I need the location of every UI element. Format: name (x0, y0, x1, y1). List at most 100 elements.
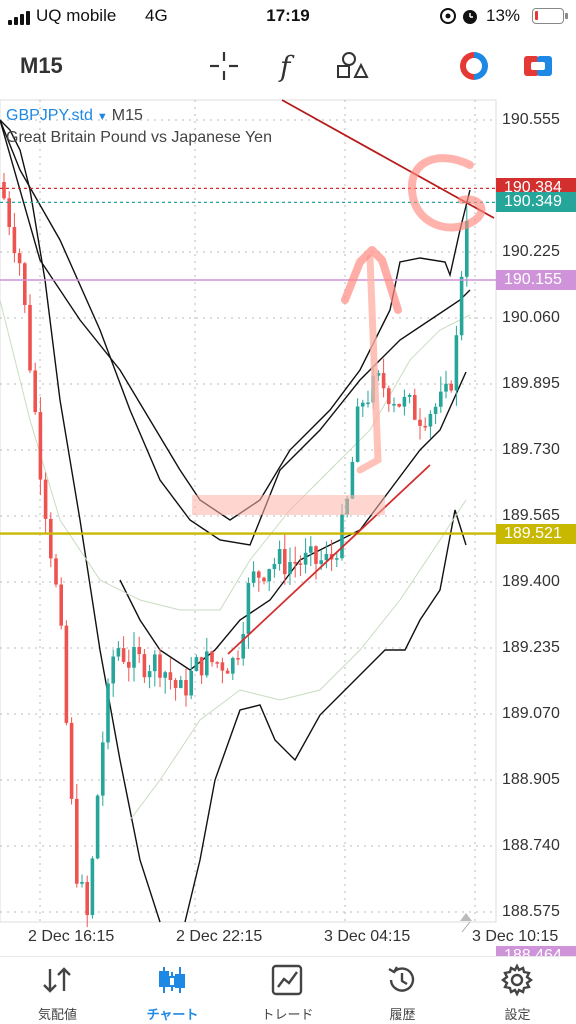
price-tick-label: 189.730 (502, 441, 560, 458)
candle-body (38, 412, 43, 480)
alarm-icon (440, 6, 484, 30)
candle-body (376, 373, 381, 376)
signal-icon (8, 9, 30, 25)
price-tick-label: 189.895 (502, 375, 560, 392)
candle-body (283, 549, 287, 575)
tab-quotes-label: 気配値 (37, 1007, 77, 1022)
band-outer-upper (0, 119, 471, 546)
candle-body (381, 373, 386, 389)
candle-body (199, 657, 204, 676)
candle-body (189, 670, 193, 696)
trendline-support (227, 464, 431, 655)
candle-body (355, 406, 360, 462)
band-mid-2 (129, 499, 467, 821)
highlight-box (192, 495, 385, 515)
candle-body (121, 648, 126, 662)
tab-trade[interactable]: トレード (230, 957, 345, 1024)
history-icon (388, 966, 415, 992)
candle-body (137, 647, 141, 655)
candle-body (33, 370, 37, 413)
clock: 17:19 (266, 6, 310, 25)
candle-body (402, 396, 407, 407)
candle-body (423, 425, 427, 428)
price-tag: 190.155 (496, 270, 576, 290)
arrow-annotation-head (341, 246, 402, 314)
price-tick-label: 190.555 (502, 111, 560, 128)
candle-body (7, 198, 11, 227)
candle-body (459, 276, 464, 336)
status-bar: UQ mobile 4G 17:19 13% (0, 0, 576, 34)
candle-body (309, 546, 313, 553)
shift-marker (461, 921, 471, 933)
candle-body (444, 383, 448, 392)
candle-body (428, 413, 433, 427)
candle-body (366, 402, 370, 405)
candle-body (163, 672, 167, 678)
price-tick-label: 188.905 (502, 771, 560, 788)
candle-body (90, 858, 95, 916)
candle-body (262, 577, 266, 582)
candle-body (142, 654, 147, 678)
candle-body (106, 683, 110, 743)
chart-canvas[interactable] (0, 98, 576, 954)
crosshair-icon[interactable] (206, 48, 242, 84)
band-bottom (184, 509, 467, 923)
price-tag: 190.349 (496, 192, 576, 213)
candle-body (147, 671, 152, 678)
symbol-name[interactable]: GBPJPY.std (6, 107, 93, 124)
candle-body (465, 220, 469, 277)
symbol-dropdown-icon[interactable]: ▼ (96, 111, 108, 123)
price-chart[interactable] (0, 98, 576, 954)
candle-body (303, 552, 308, 565)
circle-annotation (407, 154, 486, 232)
candle-body (350, 461, 355, 499)
candle-body (241, 633, 245, 659)
candle-body (293, 562, 297, 564)
symbol-header[interactable]: GBPJPY.std ▼ M15 (6, 107, 143, 125)
candle-body (298, 563, 303, 565)
candle-body (17, 253, 22, 264)
candle-body (158, 654, 162, 678)
tab-settings-label: 設定 (504, 1007, 531, 1022)
price-tick-label: 190.225 (502, 243, 560, 260)
candle-body (215, 662, 219, 664)
battery-icon (532, 8, 568, 24)
tab-chart[interactable]: チャート (115, 957, 230, 1024)
candle-body (392, 403, 396, 406)
tab-quotes[interactable]: 気配値 (0, 957, 115, 1024)
candle-body (49, 518, 53, 559)
candle-body (236, 658, 240, 660)
trade-icon (271, 964, 303, 996)
timeframe-button[interactable]: M15 (20, 53, 63, 78)
candle-body (314, 546, 318, 564)
battery-percent: 13% (486, 6, 521, 25)
trade-mode-icon[interactable] (456, 48, 492, 84)
band-upper (0, 119, 471, 521)
band-mid-1 (0, 299, 471, 611)
candle-body (59, 584, 63, 626)
candle-body (23, 263, 27, 305)
candle-body (319, 560, 323, 564)
account-icon[interactable] (520, 48, 556, 84)
candle-body (153, 654, 157, 672)
tab-settings[interactable]: 設定 (460, 957, 575, 1024)
objects-icon[interactable] (334, 48, 370, 84)
candle-body (116, 648, 121, 657)
price-tick-label: 190.060 (502, 309, 560, 326)
chart-shift-icon (460, 913, 472, 921)
candle-body (407, 394, 412, 397)
candle-body (418, 419, 422, 426)
price-tick-label: 189.235 (502, 639, 560, 656)
candle-body (267, 569, 271, 582)
indicator-f-icon[interactable]: f (270, 48, 306, 84)
tab-history[interactable]: 履歴 (345, 957, 460, 1024)
band-outer-lower (0, 119, 161, 923)
symbol-timeframe: M15 (111, 107, 143, 124)
tab-history-label: 履歴 (389, 1007, 416, 1022)
time-axis-label: 2 Dec 22:15 (176, 928, 263, 945)
candle-body (246, 582, 251, 634)
candle-body (179, 680, 183, 688)
price-tick-label: 189.565 (502, 507, 560, 524)
candle-body (194, 657, 199, 671)
network-type: 4G (145, 6, 168, 25)
